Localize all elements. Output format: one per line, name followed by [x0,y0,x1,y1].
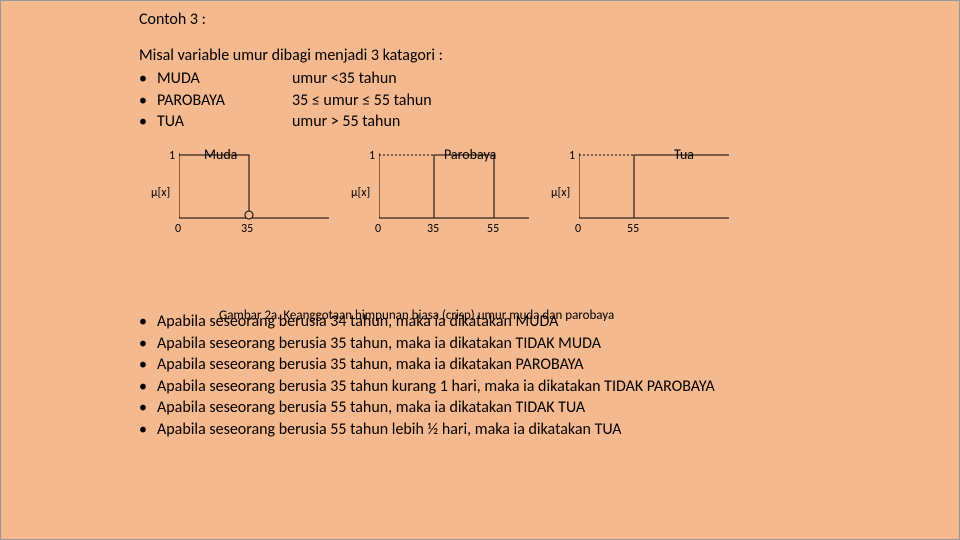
slide-page: Contoh 3 : Misal variable umur dibagi me… [0,0,960,540]
y-axis-label: μ[x] [551,185,570,201]
x-tick: 35 [241,221,253,237]
x-tick: 35 [427,221,439,237]
x-zero-label: 0 [575,221,581,237]
list-item: •Apabila seseorang berusia 35 tahun, mak… [139,333,939,355]
y-axis-label: μ[x] [151,185,170,201]
category-range: 35 ≤ umur ≤ 55 tahun [292,90,432,112]
figure-caption: Gambar 2a. Keanggotaan himpunan biasa (c… [219,307,614,325]
bullet-dot: • [139,90,157,112]
list-item: •Apabila seseorang berusia 35 tahun kura… [139,376,939,398]
category-name: PAROBAYA [157,90,292,112]
list-item: •Apabila seseorang berusia 35 tahun, mak… [139,354,939,376]
category-range: umur > 55 tahun [292,111,400,133]
x-tick: 55 [627,221,639,237]
x-zero-label: 0 [375,221,381,237]
y-one-label: 1 [169,148,175,164]
category-name: MUDA [157,68,292,90]
intro-line: Misal variable umur dibagi menjadi 3 kat… [139,45,939,67]
y-one-label: 1 [369,148,375,164]
chart-svg [579,143,739,223]
category-row: • PAROBAYA 35 ≤ umur ≤ 55 tahun [139,90,939,112]
list-text: Apabila seseorang berusia 35 tahun, maka… [157,354,584,376]
list-item: •Apabila seseorang berusia 55 tahun lebi… [139,419,939,441]
y-one-label: 1 [569,148,575,164]
x-zero-label: 0 [175,221,181,237]
y-axis-label: μ[x] [351,185,370,201]
chart-title: Parobaya [444,146,496,165]
list-item: •Apabila seseorang berusia 55 tahun, mak… [139,397,939,419]
category-range: umur <35 tahun [292,68,397,90]
bullet-list-block: Gambar 2a. Keanggotaan himpunan biasa (c… [139,311,939,441]
bullet-dot: • [139,111,157,133]
chart-muda: 1 Muda μ[x] 0 35 [179,143,339,223]
bullet-dot: • [139,68,157,90]
category-name: TUA [157,111,292,133]
category-row: • TUA umur > 55 tahun [139,111,939,133]
chart-parobaya: 1 Parobaya μ[x] 0 35 55 [379,143,539,223]
list-text: Apabila seseorang berusia 35 tahun, maka… [157,333,601,355]
chart-svg [179,143,339,223]
chart-title: Tua [674,146,694,165]
list-text: Apabila seseorang berusia 35 tahun kuran… [157,376,715,398]
category-row: • MUDA umur <35 tahun [139,68,939,90]
content-block: Contoh 3 : Misal variable umur dibagi me… [139,9,939,263]
example-title: Contoh 3 : [139,9,939,31]
chart-tua: 1 Tua μ[x] 0 55 [579,143,739,223]
chart-title: Muda [204,146,237,165]
list-text: Apabila seseorang berusia 55 tahun lebih… [157,419,622,441]
x-tick: 55 [487,221,499,237]
charts-row: 1 Muda μ[x] 0 35 1 Parobaya μ[x] [179,143,879,263]
list-text: Apabila seseorang berusia 55 tahun, maka… [157,397,585,419]
